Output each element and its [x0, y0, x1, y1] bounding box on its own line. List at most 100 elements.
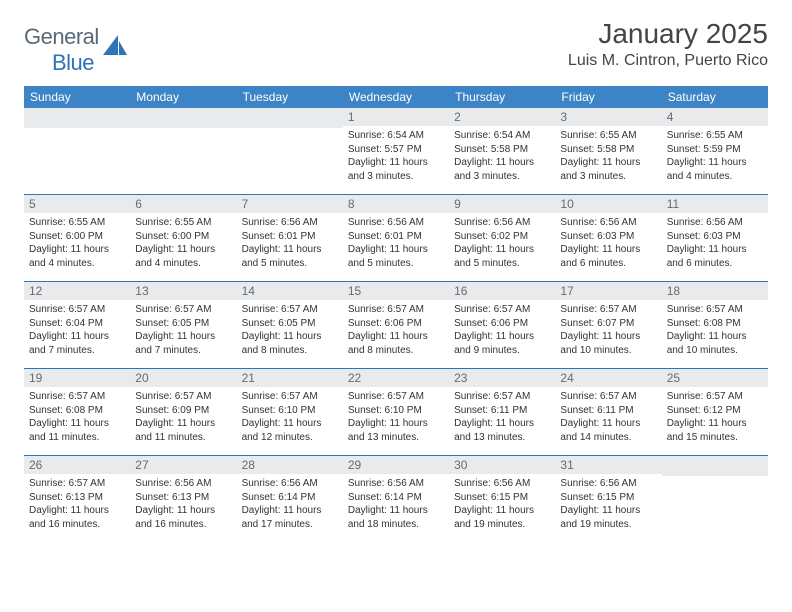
day-number: 22 — [343, 369, 449, 387]
day-number: 2 — [449, 108, 555, 126]
day-body: Sunrise: 6:56 AMSunset: 6:01 PMDaylight:… — [343, 213, 449, 274]
calendar-day: 13Sunrise: 6:57 AMSunset: 6:05 PMDayligh… — [130, 282, 236, 368]
day-body: Sunrise: 6:57 AMSunset: 6:06 PMDaylight:… — [449, 300, 555, 361]
calendar-day: 15Sunrise: 6:57 AMSunset: 6:06 PMDayligh… — [343, 282, 449, 368]
calendar-day: 21Sunrise: 6:57 AMSunset: 6:10 PMDayligh… — [237, 369, 343, 455]
calendar-day: 23Sunrise: 6:57 AMSunset: 6:11 PMDayligh… — [449, 369, 555, 455]
dow-header: Saturday — [662, 86, 768, 108]
day-number: 29 — [343, 456, 449, 474]
day-body: Sunrise: 6:56 AMSunset: 6:02 PMDaylight:… — [449, 213, 555, 274]
calendar-day: 28Sunrise: 6:56 AMSunset: 6:14 PMDayligh… — [237, 456, 343, 542]
day-body: Sunrise: 6:56 AMSunset: 6:03 PMDaylight:… — [555, 213, 661, 274]
day-body: Sunrise: 6:57 AMSunset: 6:12 PMDaylight:… — [662, 387, 768, 448]
day-body: Sunrise: 6:56 AMSunset: 6:15 PMDaylight:… — [555, 474, 661, 535]
calendar-day: 11Sunrise: 6:56 AMSunset: 6:03 PMDayligh… — [662, 195, 768, 281]
day-number: 15 — [343, 282, 449, 300]
day-body: Sunrise: 6:57 AMSunset: 6:05 PMDaylight:… — [130, 300, 236, 361]
day-body: Sunrise: 6:56 AMSunset: 6:13 PMDaylight:… — [130, 474, 236, 535]
day-number: 10 — [555, 195, 661, 213]
day-number: 17 — [555, 282, 661, 300]
day-number: 18 — [662, 282, 768, 300]
calendar-day-empty — [130, 108, 236, 194]
calendar-day: 5Sunrise: 6:55 AMSunset: 6:00 PMDaylight… — [24, 195, 130, 281]
day-body: Sunrise: 6:57 AMSunset: 6:07 PMDaylight:… — [555, 300, 661, 361]
calendar-week: 26Sunrise: 6:57 AMSunset: 6:13 PMDayligh… — [24, 455, 768, 542]
day-body: Sunrise: 6:56 AMSunset: 6:14 PMDaylight:… — [237, 474, 343, 535]
page-subtitle: Luis M. Cintron, Puerto Rico — [568, 52, 768, 70]
day-number: 1 — [343, 108, 449, 126]
calendar-day-empty — [24, 108, 130, 194]
calendar: SundayMondayTuesdayWednesdayThursdayFrid… — [24, 86, 768, 542]
calendar-day: 26Sunrise: 6:57 AMSunset: 6:13 PMDayligh… — [24, 456, 130, 542]
day-body: Sunrise: 6:57 AMSunset: 6:10 PMDaylight:… — [237, 387, 343, 448]
day-number: 23 — [449, 369, 555, 387]
day-body: Sunrise: 6:57 AMSunset: 6:08 PMDaylight:… — [24, 387, 130, 448]
calendar-day-empty — [237, 108, 343, 194]
day-number: 14 — [237, 282, 343, 300]
title-block: January 2025 Luis M. Cintron, Puerto Ric… — [568, 18, 768, 70]
day-body — [237, 128, 343, 135]
day-body: Sunrise: 6:56 AMSunset: 6:01 PMDaylight:… — [237, 213, 343, 274]
day-body: Sunrise: 6:57 AMSunset: 6:05 PMDaylight:… — [237, 300, 343, 361]
calendar-day: 8Sunrise: 6:56 AMSunset: 6:01 PMDaylight… — [343, 195, 449, 281]
day-body: Sunrise: 6:57 AMSunset: 6:11 PMDaylight:… — [555, 387, 661, 448]
day-body: Sunrise: 6:57 AMSunset: 6:08 PMDaylight:… — [662, 300, 768, 361]
day-number: 11 — [662, 195, 768, 213]
dow-header-row: SundayMondayTuesdayWednesdayThursdayFrid… — [24, 86, 768, 108]
day-number: 5 — [24, 195, 130, 213]
day-number — [237, 108, 343, 128]
day-number: 20 — [130, 369, 236, 387]
day-body: Sunrise: 6:55 AMSunset: 6:00 PMDaylight:… — [130, 213, 236, 274]
day-body: Sunrise: 6:57 AMSunset: 6:04 PMDaylight:… — [24, 300, 130, 361]
dow-header: Wednesday — [343, 86, 449, 108]
day-body: Sunrise: 6:55 AMSunset: 6:00 PMDaylight:… — [24, 213, 130, 274]
dow-header: Friday — [555, 86, 661, 108]
logo-word-blue: Blue — [52, 50, 94, 75]
day-number — [24, 108, 130, 128]
day-number: 19 — [24, 369, 130, 387]
calendar-week: 1Sunrise: 6:54 AMSunset: 5:57 PMDaylight… — [24, 108, 768, 194]
logo-text: General Blue — [24, 24, 99, 76]
day-number: 8 — [343, 195, 449, 213]
day-number — [130, 108, 236, 128]
calendar-day: 29Sunrise: 6:56 AMSunset: 6:14 PMDayligh… — [343, 456, 449, 542]
logo-word-general: General — [24, 24, 99, 49]
dow-header: Thursday — [449, 86, 555, 108]
calendar-day: 18Sunrise: 6:57 AMSunset: 6:08 PMDayligh… — [662, 282, 768, 368]
calendar-day: 14Sunrise: 6:57 AMSunset: 6:05 PMDayligh… — [237, 282, 343, 368]
day-body: Sunrise: 6:56 AMSunset: 6:03 PMDaylight:… — [662, 213, 768, 274]
calendar-week: 5Sunrise: 6:55 AMSunset: 6:00 PMDaylight… — [24, 194, 768, 281]
dow-header: Sunday — [24, 86, 130, 108]
calendar-day: 9Sunrise: 6:56 AMSunset: 6:02 PMDaylight… — [449, 195, 555, 281]
page-title: January 2025 — [568, 18, 768, 50]
day-number: 16 — [449, 282, 555, 300]
calendar-day: 17Sunrise: 6:57 AMSunset: 6:07 PMDayligh… — [555, 282, 661, 368]
day-body: Sunrise: 6:56 AMSunset: 6:15 PMDaylight:… — [449, 474, 555, 535]
day-number: 3 — [555, 108, 661, 126]
calendar-day: 3Sunrise: 6:55 AMSunset: 5:58 PMDaylight… — [555, 108, 661, 194]
calendar-day: 12Sunrise: 6:57 AMSunset: 6:04 PMDayligh… — [24, 282, 130, 368]
calendar-week: 19Sunrise: 6:57 AMSunset: 6:08 PMDayligh… — [24, 368, 768, 455]
day-number: 24 — [555, 369, 661, 387]
day-body: Sunrise: 6:57 AMSunset: 6:11 PMDaylight:… — [449, 387, 555, 448]
day-body: Sunrise: 6:57 AMSunset: 6:13 PMDaylight:… — [24, 474, 130, 535]
calendar-day: 2Sunrise: 6:54 AMSunset: 5:58 PMDaylight… — [449, 108, 555, 194]
calendar-day: 16Sunrise: 6:57 AMSunset: 6:06 PMDayligh… — [449, 282, 555, 368]
logo-sail-icon — [103, 35, 129, 62]
calendar-day: 31Sunrise: 6:56 AMSunset: 6:15 PMDayligh… — [555, 456, 661, 542]
calendar-day: 24Sunrise: 6:57 AMSunset: 6:11 PMDayligh… — [555, 369, 661, 455]
day-number: 13 — [130, 282, 236, 300]
day-body: Sunrise: 6:54 AMSunset: 5:57 PMDaylight:… — [343, 126, 449, 187]
day-number: 6 — [130, 195, 236, 213]
dow-header: Monday — [130, 86, 236, 108]
day-number: 31 — [555, 456, 661, 474]
logo: General Blue — [24, 18, 129, 76]
day-body: Sunrise: 6:56 AMSunset: 6:14 PMDaylight:… — [343, 474, 449, 535]
day-number: 21 — [237, 369, 343, 387]
day-body — [130, 128, 236, 135]
day-number — [662, 456, 768, 476]
calendar-day: 1Sunrise: 6:54 AMSunset: 5:57 PMDaylight… — [343, 108, 449, 194]
day-body: Sunrise: 6:57 AMSunset: 6:06 PMDaylight:… — [343, 300, 449, 361]
calendar-day: 6Sunrise: 6:55 AMSunset: 6:00 PMDaylight… — [130, 195, 236, 281]
calendar-day: 22Sunrise: 6:57 AMSunset: 6:10 PMDayligh… — [343, 369, 449, 455]
